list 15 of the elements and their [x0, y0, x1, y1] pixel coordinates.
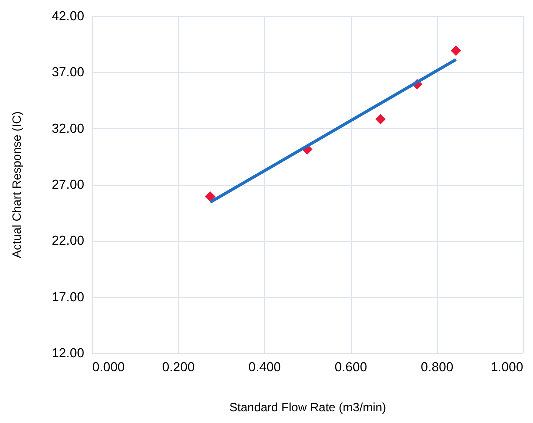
y-tick-label: 42.00: [52, 8, 84, 24]
x-tick-label: 1.000: [490, 360, 524, 374]
y-axis-title: Actual Chart Response (IC): [10, 112, 24, 258]
y-tick-label: 12.00: [52, 346, 84, 360]
y-tick-label: 27.00: [52, 177, 84, 192]
y-tick-label: 32.00: [52, 120, 84, 136]
x-tick-label: 0.400: [248, 360, 282, 374]
x-tick-label: 0.000: [92, 360, 126, 374]
y-tick-label: 17.00: [52, 289, 84, 304]
x-tick-label: 0.600: [334, 360, 368, 374]
x-axis-title: Standard Flow Rate (m3/min): [230, 400, 386, 414]
y-tick-label: 37.00: [52, 64, 84, 80]
x-tick-label: 0.200: [162, 360, 195, 374]
y-tick-label: 22.00: [52, 233, 84, 248]
x-tick-label: 0.800: [421, 360, 454, 374]
